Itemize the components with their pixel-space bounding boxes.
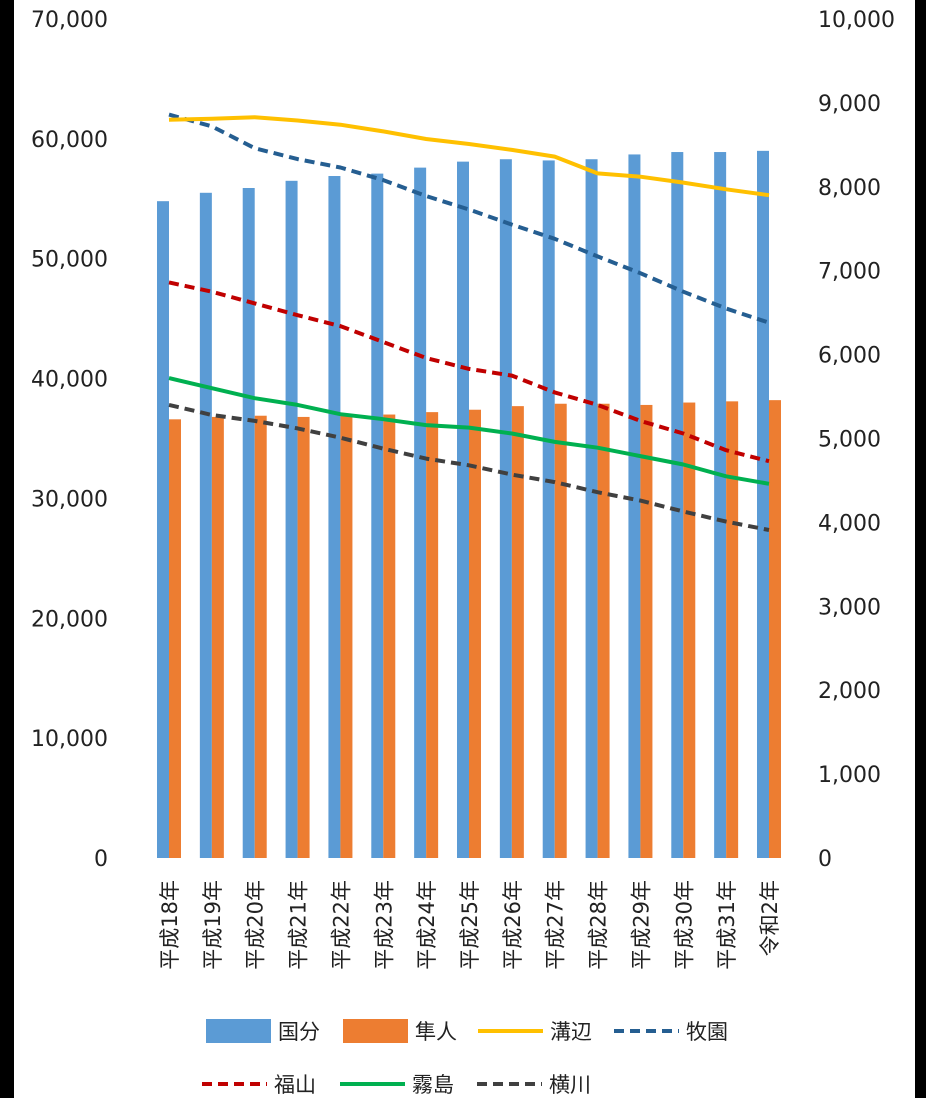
bar-隼人 bbox=[726, 401, 739, 858]
category-label: 平成18年 bbox=[158, 880, 182, 970]
left-tick-label: 10,000 bbox=[31, 727, 108, 752]
bar-隼人 bbox=[211, 416, 224, 858]
bar-国分 bbox=[285, 180, 298, 859]
bar-国分 bbox=[714, 152, 727, 858]
bar-隼人 bbox=[769, 400, 781, 858]
line-福山 bbox=[168, 280, 770, 464]
category-label: 平成31年 bbox=[715, 880, 739, 970]
category-label: 平成27年 bbox=[544, 880, 568, 970]
bar-隼人 bbox=[469, 409, 481, 858]
bar-隼人 bbox=[169, 419, 181, 858]
legend-swatch bbox=[343, 1019, 408, 1043]
bar-隼人 bbox=[511, 406, 524, 858]
bar-隼人 bbox=[597, 403, 610, 858]
right-tick-label: 1,000 bbox=[818, 763, 881, 788]
right-tick-label: 7,000 bbox=[818, 260, 881, 285]
legend-label: 牧園 bbox=[686, 1020, 728, 1044]
right-tick-label: 6,000 bbox=[818, 344, 881, 369]
bar-国分 bbox=[757, 150, 769, 859]
bar-隼人 bbox=[340, 415, 353, 858]
bar-国分 bbox=[499, 159, 512, 859]
bar-国分 bbox=[157, 201, 169, 858]
bar-国分 bbox=[414, 167, 427, 858]
category-label: 平成19年 bbox=[201, 880, 225, 970]
line-横川 bbox=[168, 402, 770, 532]
bar-国分 bbox=[328, 176, 341, 858]
category-label: 平成26年 bbox=[501, 880, 525, 970]
left-tick-label: 60,000 bbox=[31, 128, 108, 153]
bar-国分 bbox=[199, 192, 212, 859]
category-label: 平成30年 bbox=[672, 880, 696, 970]
bar-国分 bbox=[371, 173, 384, 858]
category-label: 平成25年 bbox=[458, 880, 482, 970]
bar-国分 bbox=[585, 159, 598, 859]
bar-国分 bbox=[671, 152, 684, 858]
right-tick-label: 4,000 bbox=[818, 511, 881, 536]
bar-国分 bbox=[628, 154, 641, 858]
line-霧島 bbox=[168, 376, 770, 486]
left-tick-label: 50,000 bbox=[31, 248, 108, 273]
category-label: 令和2年 bbox=[758, 880, 782, 956]
bar-国分 bbox=[242, 187, 255, 859]
right-tick-label: 2,000 bbox=[818, 679, 881, 704]
legend-label: 福山 bbox=[274, 1073, 316, 1097]
bar-隼人 bbox=[297, 416, 310, 858]
left-tick-label: 70,000 bbox=[31, 8, 108, 33]
right-tick-label: 0 bbox=[818, 847, 832, 872]
legend-label: 隼人 bbox=[415, 1020, 457, 1044]
bar-series bbox=[157, 150, 781, 859]
category-label: 平成22年 bbox=[329, 880, 353, 970]
legend-label: 国分 bbox=[278, 1020, 320, 1044]
left-tick-label: 0 bbox=[94, 847, 108, 872]
category-label: 平成29年 bbox=[629, 880, 653, 970]
bar-隼人 bbox=[383, 414, 396, 858]
bar-隼人 bbox=[554, 403, 567, 858]
left-tick-label: 30,000 bbox=[31, 487, 108, 512]
line-溝辺 bbox=[168, 115, 770, 198]
category-label: 平成23年 bbox=[372, 880, 396, 970]
bar-国分 bbox=[542, 160, 555, 859]
category-label: 平成24年 bbox=[415, 880, 439, 970]
line-牧園 bbox=[168, 112, 770, 325]
bar-隼人 bbox=[683, 402, 696, 858]
line-series bbox=[168, 112, 770, 532]
legend-label: 霧島 bbox=[412, 1073, 454, 1097]
category-label: 平成21年 bbox=[287, 880, 311, 970]
bar-隼人 bbox=[426, 412, 439, 858]
right-tick-label: 9,000 bbox=[818, 92, 881, 117]
left-axis-ticks: 0 10,000 20,000 30,000 40,000 50,000 60,000 70,… bbox=[31, 8, 108, 872]
right-axis-ticks: 0 1,000 2,000 3,000 4,000 5,000 6,000 7,000 8,00… bbox=[818, 8, 895, 872]
bar-隼人 bbox=[640, 404, 653, 858]
category-labels: 平成18年 平成19年 平成20年 平成21年 平成22年 平成23年 平成24年 平成25年… bbox=[158, 880, 782, 970]
right-tick-label: 3,000 bbox=[818, 595, 881, 620]
legend-label: 横川 bbox=[549, 1073, 591, 1097]
bar-国分 bbox=[457, 161, 469, 858]
legend-swatch bbox=[206, 1019, 271, 1043]
right-tick-label: 10,000 bbox=[818, 8, 895, 33]
legend-label: 溝辺 bbox=[550, 1020, 592, 1044]
left-tick-label: 20,000 bbox=[31, 607, 108, 632]
category-label: 平成28年 bbox=[587, 880, 611, 970]
category-label: 平成20年 bbox=[244, 880, 268, 970]
left-tick-label: 40,000 bbox=[31, 368, 108, 393]
right-tick-label: 8,000 bbox=[818, 176, 881, 201]
bar-隼人 bbox=[254, 415, 267, 858]
right-tick-label: 5,000 bbox=[818, 428, 881, 453]
